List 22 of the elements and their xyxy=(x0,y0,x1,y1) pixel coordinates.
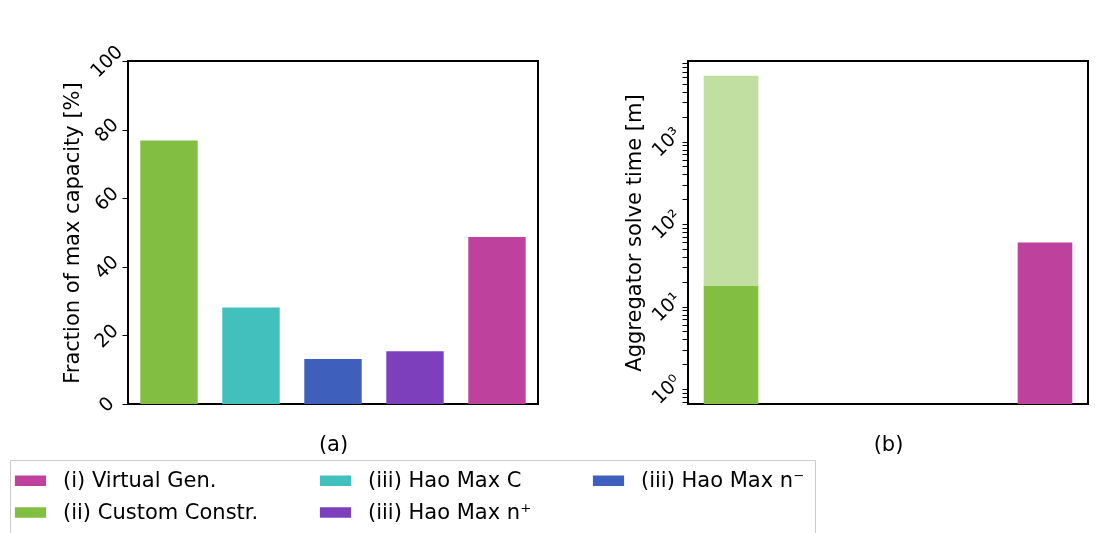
legend-label: (iii) Hao Max C xyxy=(368,467,522,492)
bar xyxy=(1017,242,1073,404)
bar xyxy=(703,285,759,404)
legend-label: (iii) Hao Max n⁻ xyxy=(641,467,805,492)
bar xyxy=(703,75,759,286)
y-tick-label: 60 xyxy=(89,181,123,215)
x-axis-title: (b) xyxy=(873,431,904,456)
legend-label: (ii) Custom Constr. xyxy=(63,499,259,524)
y-tick-label: 20 xyxy=(89,318,123,352)
y-tick-label: 10³ xyxy=(646,122,685,161)
y-tick-label: 10¹ xyxy=(646,287,685,326)
y-tick-label: 80 xyxy=(89,113,123,146)
y-tick-label: 0 xyxy=(93,391,118,416)
y-axis-title: Aggregator solve time [m] xyxy=(621,94,646,372)
x-axis-title: (a) xyxy=(318,431,349,456)
y-tick-label: 10⁰ xyxy=(646,369,685,408)
y-tick-label: 10² xyxy=(646,204,685,243)
y-axis-title: Fraction of max capacity [%] xyxy=(60,82,85,384)
y-tick-label: 40 xyxy=(89,250,123,283)
legend-label: (i) Virtual Gen. xyxy=(63,467,217,492)
legend-label: (iii) Hao Max n⁺ xyxy=(368,499,532,524)
y-tick-label: 100 xyxy=(85,40,127,82)
